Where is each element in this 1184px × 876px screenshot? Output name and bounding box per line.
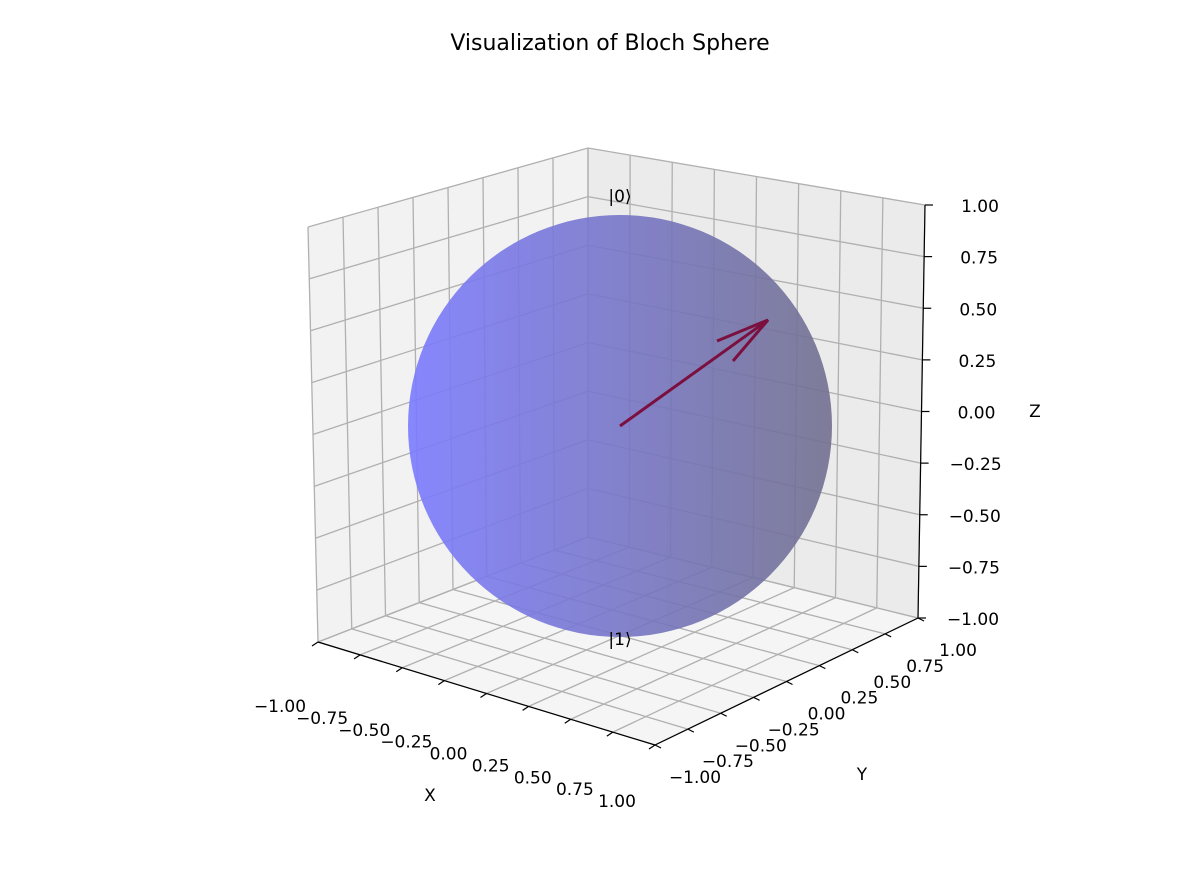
z-tick-label: −0.25 <box>950 455 1002 475</box>
z-tick-label: 0.25 <box>958 352 996 372</box>
grid-line-z <box>309 195 925 280</box>
x-tick-mark <box>480 693 487 698</box>
y-tick-mark <box>687 728 695 733</box>
grid-line-y <box>385 615 721 714</box>
x-tick-mark <box>564 718 572 724</box>
y-tick-label: −0.75 <box>702 752 754 772</box>
z-tick-label: −0.75 <box>948 558 1000 578</box>
x-tick-label: −0.75 <box>296 709 348 729</box>
x-tick-label: 1.00 <box>598 792 636 812</box>
x-tick-mark <box>606 731 614 737</box>
x-tick-label: −1.00 <box>254 697 306 717</box>
sphere-layer <box>408 215 832 637</box>
x-tick-label: 0.50 <box>514 768 552 788</box>
y-tick-mark <box>654 744 662 749</box>
y-tick-label: −0.50 <box>735 736 787 756</box>
y-tick-label: −0.25 <box>768 720 820 740</box>
x-tick-mark <box>353 654 361 660</box>
state-vector-shaft <box>619 318 769 428</box>
tick-labels: −1.00−0.75−0.50−0.250.000.250.500.751.00… <box>254 197 1002 812</box>
y-tick-label: 0.50 <box>873 673 911 693</box>
y-tick-mark <box>851 649 859 654</box>
y-tick-mark <box>786 680 793 686</box>
z-tick-label: 0.75 <box>960 249 998 269</box>
grid-line-z <box>307 147 926 228</box>
y-tick-mark <box>753 696 760 701</box>
z-tick-label: −1.00 <box>947 610 999 630</box>
chart-title: Visualization of Bloch Sphere <box>450 31 769 56</box>
z-tick-label: 0.00 <box>958 404 996 424</box>
grid-line-y <box>419 601 754 699</box>
y-tick-mark <box>884 633 892 638</box>
y-tick-label: 1.00 <box>939 641 977 661</box>
grid-line-y <box>351 628 689 730</box>
x-tick-label: −0.25 <box>380 733 432 753</box>
x-tick-mark <box>438 680 445 686</box>
x-tick-label: 0.25 <box>472 756 510 776</box>
y-tick-label: −1.00 <box>669 768 721 788</box>
state-vector-arrowhead <box>716 318 770 362</box>
y-tick-label: 0.25 <box>840 689 878 709</box>
x-tick-mark <box>395 667 403 673</box>
y-tick-mark <box>819 665 826 670</box>
y-tick-label: 0.00 <box>808 705 846 725</box>
z-axis-label: Z <box>1029 402 1041 422</box>
x-tick-label: 0.00 <box>430 745 468 765</box>
y-tick-label: 0.75 <box>906 657 944 677</box>
y-tick-mark <box>720 712 728 717</box>
y-axis-label: Y <box>856 765 868 785</box>
z-tick-label: 0.50 <box>959 300 997 320</box>
ket-zero-annotation: |0⟩ <box>608 187 631 207</box>
x-tick-mark <box>522 705 529 711</box>
x-tick-label: 0.75 <box>556 780 594 800</box>
z-tick-label: −0.50 <box>949 507 1001 527</box>
x-tick-mark <box>311 641 319 647</box>
z-tick-label: 1.00 <box>961 197 999 217</box>
floor-pane <box>318 537 918 745</box>
ket-one-annotation: |1⟩ <box>608 630 631 650</box>
x-tick-label: −0.50 <box>338 721 390 741</box>
x-tick-mark <box>648 744 656 750</box>
x-axis-label: X <box>424 786 436 806</box>
tick-marks <box>311 204 933 750</box>
